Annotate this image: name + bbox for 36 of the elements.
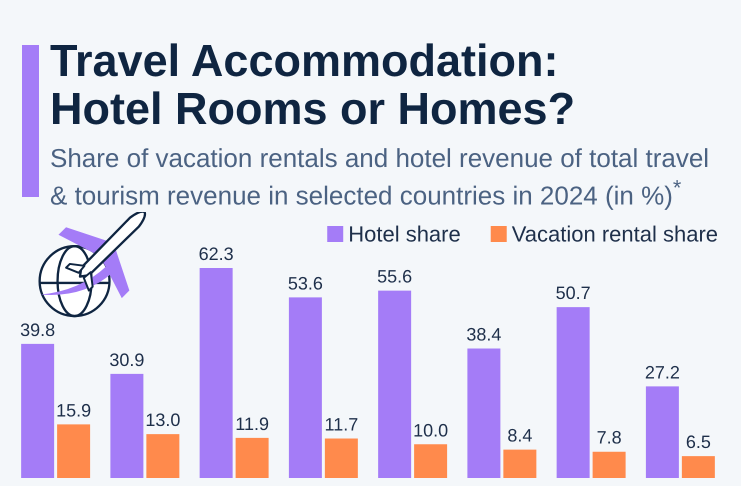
data-label: 13.0 [145,410,180,430]
data-label: 38.4 [466,324,502,345]
bar [682,456,715,478]
bar [324,438,358,478]
data-label: 11.9 [235,414,269,434]
data-label: 6.5 [686,432,711,452]
bar [556,307,590,478]
data-label: 8.4 [507,426,532,446]
data-label: 27.2 [644,362,680,382]
bar [592,452,626,478]
bar [646,386,679,478]
chart-title: Travel Accommodation: Hotel Rooms or Homes? [50,35,576,134]
data-label: 7.8 [596,428,622,448]
bar [57,424,90,478]
bar [200,268,233,478]
bar [378,290,412,478]
bar [236,438,269,478]
legend-label: Hotel share [348,222,461,246]
chart-subtitle: Share of vacation rentals and hotel revenue of total travel & tourism revenue in selected countries in 2024 (in %)$^{*}$ [50,143,710,211]
data-label: 39.8 [20,320,56,340]
data-label: 30.9 [109,350,144,370]
data-label: 55.6 [377,266,412,287]
legend-label: Vacation rental share [512,222,718,246]
bar [21,344,54,478]
bar [414,444,448,478]
bar [110,374,144,478]
bar [146,434,180,478]
data-label: 11.7 [324,414,358,435]
bar [503,450,536,478]
data-label: 53.6 [288,273,323,294]
bar [288,297,322,478]
bar [467,348,500,478]
data-label: 10.0 [413,420,448,440]
data-label: 15.9 [56,400,92,420]
data-label: 50.7 [556,283,591,304]
data-label: 62.3 [198,244,234,264]
